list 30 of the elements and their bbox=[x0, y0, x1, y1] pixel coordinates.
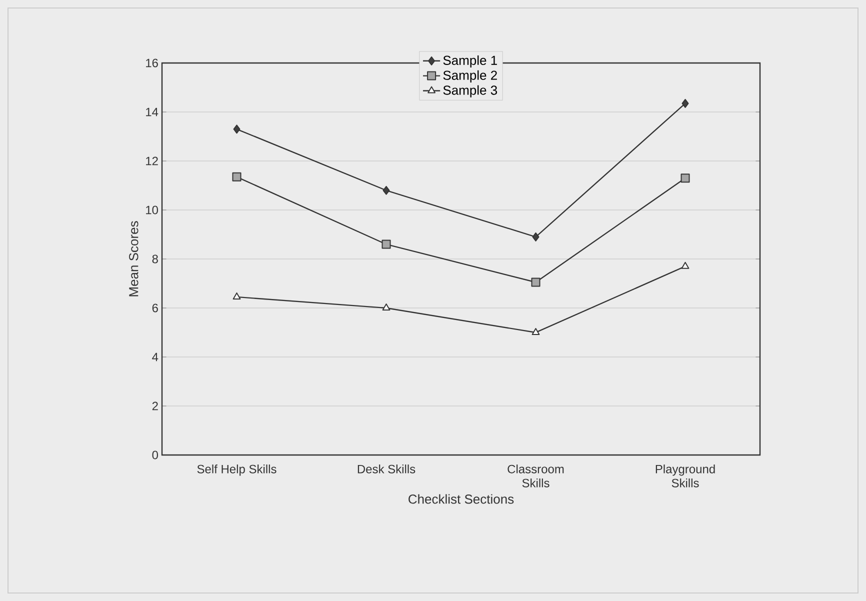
y-tick-label: 2 bbox=[152, 402, 158, 410]
point bbox=[681, 262, 690, 269]
x-tick-label: Self Help Skills bbox=[197, 464, 276, 476]
y-tick-label: 12 bbox=[146, 156, 158, 166]
x-tick-label: Desk Skills bbox=[358, 464, 416, 474]
y-tick-label: 10 bbox=[146, 206, 158, 214]
x-tick-label: Classroom Skills bbox=[508, 464, 564, 488]
x-tick-label: Playground Skills bbox=[656, 464, 715, 488]
point bbox=[232, 292, 241, 300]
x-axis-title: Checklist Sections bbox=[408, 494, 514, 504]
point bbox=[382, 186, 390, 195]
point bbox=[532, 328, 540, 335]
y-tick-label: 8 bbox=[152, 254, 158, 264]
legend-label: Sample 1 bbox=[443, 55, 497, 68]
y-tick-label: 4 bbox=[152, 352, 158, 362]
y-tick-label: 16 bbox=[146, 58, 158, 68]
point bbox=[680, 174, 690, 183]
point bbox=[382, 240, 391, 249]
y-tick-label: 6 bbox=[152, 304, 158, 312]
legend-label: Sample 2 bbox=[443, 70, 497, 82]
y-tick-label: 0 bbox=[152, 450, 158, 460]
point bbox=[233, 124, 240, 134]
point bbox=[382, 303, 390, 310]
point bbox=[232, 172, 242, 182]
y-axis-title: Mean Scores bbox=[129, 221, 138, 296]
point bbox=[532, 232, 540, 242]
legend-label: Sample 3 bbox=[443, 85, 498, 98]
point bbox=[682, 98, 689, 108]
y-tick-label: 14 bbox=[146, 108, 158, 116]
point bbox=[531, 278, 540, 287]
